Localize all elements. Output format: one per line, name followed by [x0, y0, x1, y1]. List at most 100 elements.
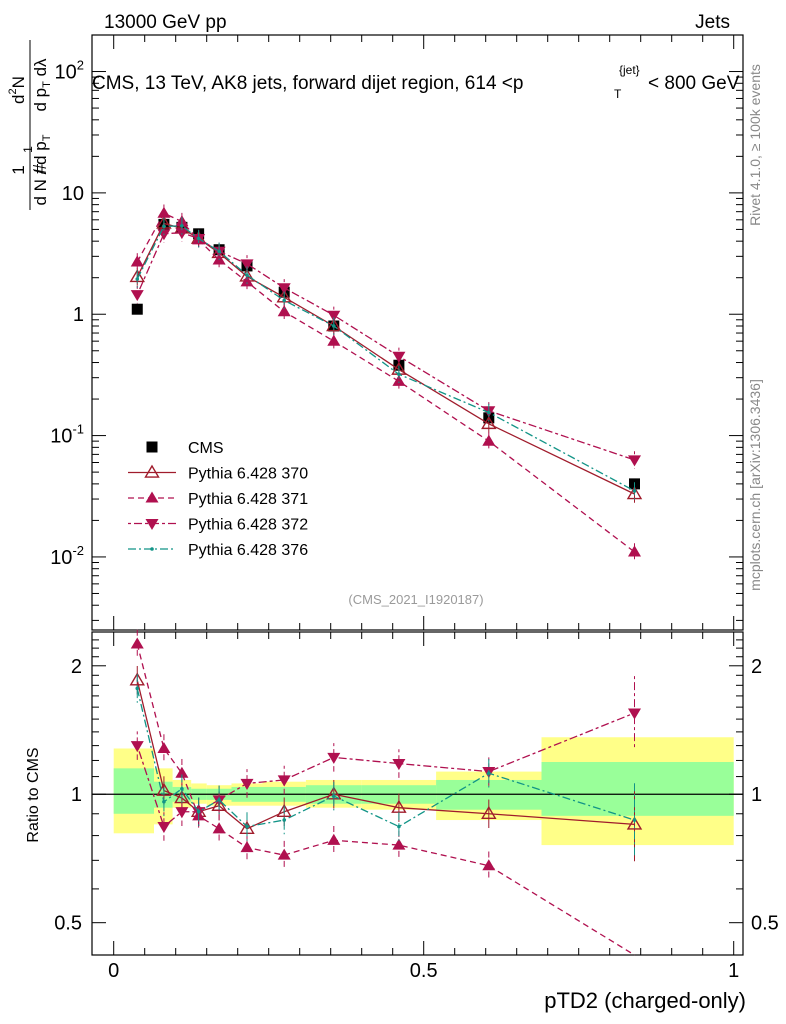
data-series: [129, 204, 643, 956]
ratio-point: [628, 708, 641, 720]
ratio-point: [212, 822, 226, 834]
legend-marker: [150, 547, 154, 551]
main-point: [240, 275, 254, 287]
ratio-point: [276, 803, 292, 817]
plot-title: CMS, 13 TeV, AK8 jets, forward dijet reg…: [92, 63, 740, 101]
ratio-point: [327, 752, 341, 764]
ratio-point: [626, 816, 643, 830]
svg-text:# 1: # 1: [21, 146, 50, 174]
y-axis-label-main-formula: 1 d N / d pT d2N d pT dλ: [7, 40, 53, 210]
main-point: [487, 410, 491, 415]
ratio-point: [327, 833, 341, 845]
xtick-label: 1: [728, 960, 739, 982]
main-point: [628, 455, 641, 467]
legend-label: Pythia 6.428 376: [188, 542, 308, 559]
ratio-point: [240, 841, 254, 853]
ratio-point: [135, 686, 140, 691]
legend-marker: [145, 491, 159, 503]
x-axis-label: pTD2 (charged-only): [544, 988, 746, 1013]
ratio-point: [130, 637, 144, 649]
ratio-point: [175, 807, 189, 819]
main-point: [180, 224, 184, 228]
main-point: [130, 290, 144, 302]
band-stat-10: [541, 762, 734, 816]
main-point: [217, 249, 221, 254]
svg-text:d2N: d2N: [7, 76, 28, 104]
main-point: [245, 273, 249, 277]
legend-label: Pythia 6.428 371: [188, 491, 308, 508]
ratio-ytick-label-left: 2: [71, 656, 82, 678]
main-point: [130, 255, 144, 267]
ratio-point: [175, 766, 189, 778]
legend-label: Pythia 6.428 370: [188, 466, 308, 483]
axis-ticks: 10-2 10-1 1 10 102 0.5 0.5 1 1 2 2 0 0.5 1: [50, 34, 779, 982]
svg-text:d pT dλ: d pT dλ: [31, 58, 53, 112]
title-end: < 800 GeV: [648, 73, 740, 94]
main-point: [481, 415, 497, 430]
main-point: [632, 489, 637, 493]
title-superscript: {jet}: [619, 63, 640, 77]
header-left: 13000 GeV pp: [104, 12, 227, 33]
main-point: [131, 303, 143, 315]
ratio-point: [481, 805, 497, 820]
ratio-frame: [91, 631, 744, 956]
ratio-point: [397, 824, 401, 829]
legend: CMS Pythia 6.428 370 Pythia 6.428 371 Pythi…: [128, 440, 308, 559]
legend-entry-1: Pythia 6.428 370: [128, 464, 308, 483]
ratio-point: [482, 859, 496, 871]
main-series-line: [136, 232, 635, 461]
analysis-watermark: (CMS_2021_I1920187): [348, 592, 483, 607]
legend-label: CMS: [188, 440, 224, 457]
ratio-ytick-label-left: 0.5: [54, 913, 82, 935]
legend-entry-0: CMS: [146, 440, 224, 457]
ratio-point: [217, 798, 221, 802]
main-point: [240, 259, 254, 271]
ratio-ytick-label-right: 1: [751, 784, 762, 806]
ratio-ytick-label-left: 1: [71, 784, 82, 806]
ratio-point: [332, 794, 336, 798]
main-frame: [91, 34, 744, 631]
legend-marker: [145, 518, 159, 530]
rivet-version: Rivet 4.1.0, ≥ 100k events: [747, 64, 763, 226]
main-point: [628, 545, 641, 557]
main-point: [162, 224, 166, 229]
ratio-point: [487, 771, 491, 776]
ratio-y-label: Ratio to CMS: [25, 747, 42, 842]
ratio-point: [245, 824, 249, 829]
ratio-point: [130, 741, 144, 753]
svg-text:1: 1: [9, 165, 28, 174]
main-ytick-label: 1: [73, 304, 84, 326]
main-series-4: [135, 217, 637, 500]
ratio-point: [180, 786, 184, 791]
main-series-1: [129, 214, 643, 503]
main-series-3: [130, 223, 641, 469]
title-subscript: T: [614, 87, 622, 101]
main-ytick-label: 10-1: [50, 422, 84, 448]
ratio-point: [392, 838, 406, 850]
xtick-label: 0: [108, 960, 119, 982]
main-ytick-label: 10: [62, 183, 84, 205]
main-ytick-label: 102: [55, 58, 84, 84]
ratio-point: [196, 809, 201, 814]
ratio-point: [157, 741, 171, 754]
ratio-point: [162, 800, 166, 804]
ratio-ytick-label-right: 0.5: [751, 913, 779, 935]
main-point: [327, 334, 341, 346]
ratio-point: [129, 672, 145, 686]
header-right: Jets: [695, 12, 730, 33]
ratio-point: [277, 775, 291, 787]
main-point: [277, 305, 291, 317]
legend-entry-4: Pythia 6.428 376: [128, 542, 308, 559]
main-point: [392, 374, 406, 386]
ratio-point: [391, 799, 407, 813]
legend-marker: [144, 464, 160, 478]
main-point: [135, 277, 140, 281]
legend-label: Pythia 6.428 372: [188, 517, 308, 534]
band-stat-0: [113, 768, 154, 814]
main-point: [392, 351, 406, 363]
ratio-point: [277, 848, 291, 860]
main-point: [196, 236, 201, 241]
title-main: CMS, 13 TeV, AK8 jets, forward dijet reg…: [92, 73, 523, 94]
ratio-point: [157, 821, 171, 834]
